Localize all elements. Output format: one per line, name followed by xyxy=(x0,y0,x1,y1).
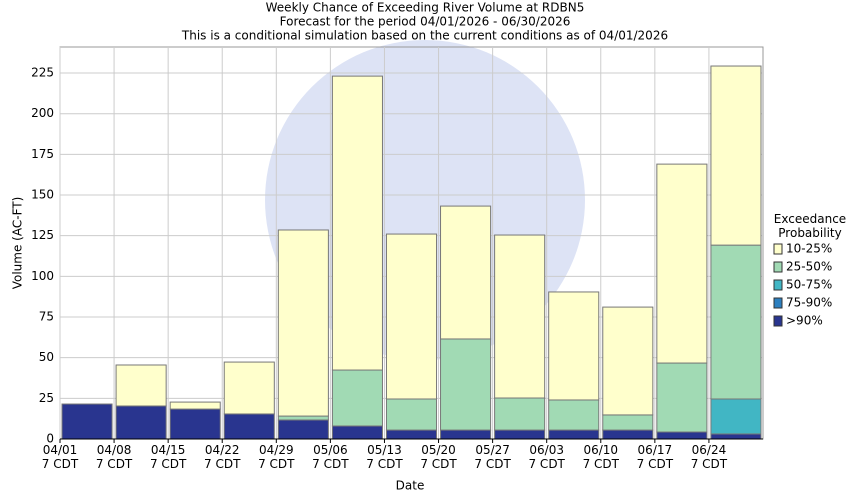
x-tick-label: 04/22 7 CDT xyxy=(204,443,241,471)
x-tick-label: 06/10 7 CDT xyxy=(582,443,619,471)
legend-label: 50-75% xyxy=(786,278,832,292)
bar-segment xyxy=(223,413,275,440)
y-tick-label: 125 xyxy=(31,228,54,242)
y-tick-label: 200 xyxy=(31,106,54,120)
bar-segment xyxy=(115,364,167,407)
y-tick-label: 100 xyxy=(31,269,54,283)
bar-segment xyxy=(656,431,708,440)
bar-segment xyxy=(331,369,383,427)
y-tick-label: 175 xyxy=(31,147,54,161)
x-tick-label: 05/13 7 CDT xyxy=(366,443,403,471)
x-tick-label: 05/27 7 CDT xyxy=(474,443,511,471)
x-tick-label: 04/29 7 CDT xyxy=(258,443,295,471)
bar-segment xyxy=(602,429,654,440)
bar-segment xyxy=(548,429,600,440)
y-tick-label: 25 xyxy=(39,391,54,405)
bar-segment xyxy=(277,229,329,417)
bar-segment xyxy=(385,398,438,431)
bar-segment xyxy=(61,403,113,440)
y-tick-label: 0 xyxy=(46,432,54,446)
bar-segment xyxy=(494,429,546,440)
chart-subtitle: Forecast for the period 04/01/2026 - 06/… xyxy=(280,15,571,29)
x-tick-label: 05/20 7 CDT xyxy=(420,443,457,471)
y-tick-label: 50 xyxy=(39,350,54,364)
chart-title: Weekly Chance of Exceeding River Volume … xyxy=(266,1,585,15)
legend-label: 75-90% xyxy=(786,296,832,310)
x-axis-label: Date xyxy=(396,479,425,493)
y-tick-label: 225 xyxy=(31,66,54,80)
bar-segment xyxy=(385,233,438,400)
y-axis-label: Volume (AC-FT) xyxy=(11,197,25,290)
legend-swatch xyxy=(773,315,783,327)
bar-segment xyxy=(710,65,762,246)
bar-segment xyxy=(277,419,329,440)
bar-segment xyxy=(656,362,708,433)
bar-segment xyxy=(548,399,600,431)
x-tick-label: 05/06 7 CDT xyxy=(312,443,349,471)
bar-segment xyxy=(331,425,383,440)
bar-segment xyxy=(656,163,708,364)
bar-segment xyxy=(115,405,167,440)
bar-segment xyxy=(385,429,438,440)
legend-label: 10-25% xyxy=(786,242,832,256)
legend-label: 25-50% xyxy=(786,260,832,274)
x-tick-label: 04/01 7 CDT xyxy=(41,443,79,471)
x-tick-label: 06/03 7 CDT xyxy=(528,443,565,471)
bar-segment xyxy=(548,291,600,401)
x-tick-label: 04/08 7 CDT xyxy=(95,443,133,471)
bar-segment xyxy=(710,433,762,440)
bar-segment xyxy=(440,429,492,440)
x-tick-label: 04/15 7 CDT xyxy=(149,443,187,471)
legend-swatch xyxy=(773,243,783,255)
bar-segment xyxy=(169,408,221,440)
bar-segment xyxy=(223,361,275,415)
legend-title: Exceedance Probability xyxy=(773,212,847,240)
bar-segment xyxy=(277,415,329,421)
bar-segment xyxy=(331,75,383,371)
bar-segment xyxy=(440,338,492,431)
legend-swatch xyxy=(773,261,783,273)
x-tick-label: 06/17 7 CDT xyxy=(636,443,674,471)
bar-segment xyxy=(710,244,762,400)
bar-segment xyxy=(602,414,654,431)
bar-segment xyxy=(710,398,762,435)
bar-segment xyxy=(494,397,546,431)
chart-note: This is a conditional simulation based o… xyxy=(181,29,668,43)
legend-swatch xyxy=(773,297,783,309)
bar-segment xyxy=(602,306,654,416)
bar-segment xyxy=(169,401,221,410)
bar-segment xyxy=(440,205,492,340)
legend-swatch xyxy=(773,279,783,291)
y-tick-label: 150 xyxy=(31,188,54,202)
legend-label: >90% xyxy=(786,314,823,328)
x-tick-label: 06/24 7 CDT xyxy=(690,443,728,471)
y-tick-label: 75 xyxy=(39,310,54,324)
bar-segment xyxy=(494,234,546,399)
